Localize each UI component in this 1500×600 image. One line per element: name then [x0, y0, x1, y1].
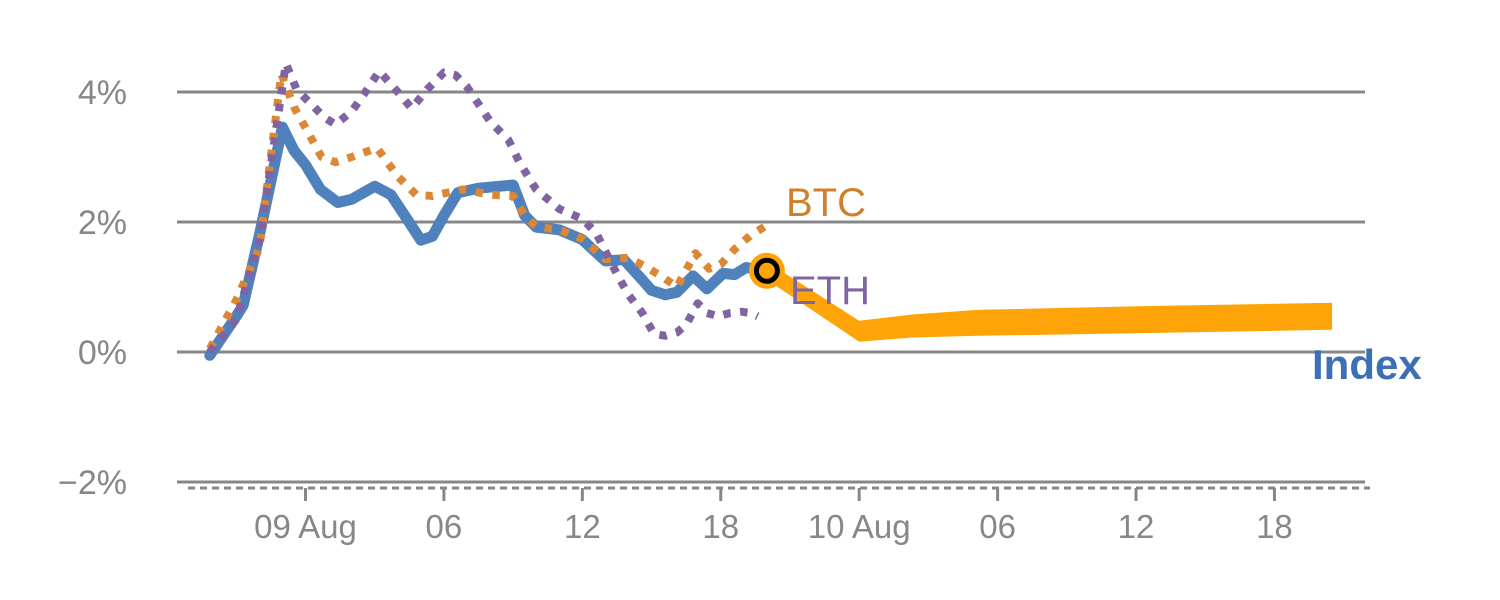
- x-tick-label: 12: [564, 508, 601, 545]
- x-tick-label: 10 Aug: [808, 508, 911, 545]
- forecast-start-marker-ring: [753, 257, 780, 284]
- eth-line: [206, 59, 760, 355]
- y-tick-label: 0%: [78, 334, 127, 372]
- x-tick-label: 18: [1256, 508, 1293, 545]
- index-series-label: Index: [1312, 341, 1422, 388]
- eth-series-label: ETH: [790, 269, 870, 313]
- forecast-band-line: [766, 261, 1333, 342]
- x-tick-label: 09 Aug: [254, 508, 357, 545]
- x-tick-label: 06: [979, 508, 1016, 545]
- btc-series-label: BTC: [786, 181, 866, 225]
- x-tick-label: 18: [702, 508, 739, 545]
- y-tick-label: 2%: [78, 204, 127, 242]
- index-line: [204, 121, 773, 361]
- y-tick-label: 4%: [78, 74, 127, 112]
- y-tick-label: −2%: [58, 464, 127, 502]
- x-tick-label: 12: [1118, 508, 1155, 545]
- x-tick-label: 06: [426, 508, 463, 545]
